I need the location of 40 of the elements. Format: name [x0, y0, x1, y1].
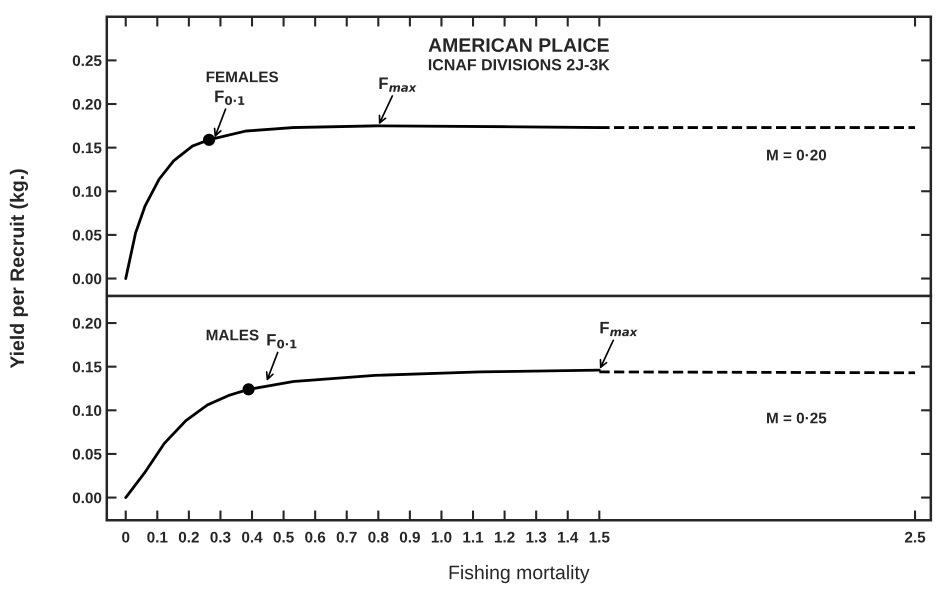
- x-tick-label: 0.5: [274, 532, 294, 543]
- x-tick-label: 0.1: [147, 532, 168, 543]
- annotation: M = 0·25: [767, 412, 826, 424]
- x-tick-label: 0.8: [368, 532, 388, 543]
- y-tick-label: 0.20: [72, 318, 102, 329]
- x-tick-label: 0.6: [305, 532, 326, 543]
- text: AMERICAN PLAICE: [428, 38, 609, 52]
- x-tick-label: 2.5: [904, 532, 926, 543]
- annotation: M = 0·20: [767, 150, 826, 160]
- x-axis-title: Fishing mortality: [450, 565, 590, 584]
- y-tick-label: 0.15: [72, 142, 102, 154]
- x-tick-label: 1.3: [526, 532, 546, 543]
- annotation: FEMALES: [206, 71, 278, 82]
- x-tick-label: 1.2: [494, 532, 515, 542]
- x-tick-label: 1.5: [590, 532, 610, 543]
- y-tick-label: 0.05: [72, 230, 102, 241]
- y-axis-title: Yield per Recruit (kg.): [10, 169, 28, 368]
- y-tick-label: 0.25: [72, 55, 102, 66]
- x-tick-label: 1.0: [432, 532, 452, 543]
- annotation: F$_{0·1}$: [267, 334, 296, 348]
- x-tick-label: 0: [122, 532, 130, 543]
- x-tick-label: 0.2: [178, 532, 199, 543]
- y-tick-label: 0.00: [72, 492, 102, 504]
- x-tick-label: 1.4: [558, 532, 578, 542]
- y-tick-label: 0.05: [72, 448, 102, 460]
- x-tick-label: 0.7: [336, 532, 357, 543]
- annotation: F$_{0·1}$: [215, 90, 244, 105]
- annotation: F$_{max}$: [600, 322, 638, 336]
- y-tick-label: 0.15: [72, 362, 102, 372]
- x-tick-label: 1.1: [463, 532, 484, 542]
- annotation: MALES: [206, 330, 259, 340]
- y-tick-label: 0.10: [72, 405, 102, 416]
- x-tick-label: 0.4: [242, 532, 263, 543]
- annotation: F$_{max}$: [379, 78, 417, 92]
- text: ICNAF DIVISIONS 2J-3K: [428, 59, 610, 70]
- y-tick-label: 0.10: [72, 186, 102, 197]
- y-tick-label: 0.20: [72, 98, 102, 110]
- x-tick-label: 0.3: [210, 532, 231, 543]
- y-tick-label: 0.00: [72, 273, 102, 284]
- x-tick-label: 0.9: [400, 532, 420, 543]
